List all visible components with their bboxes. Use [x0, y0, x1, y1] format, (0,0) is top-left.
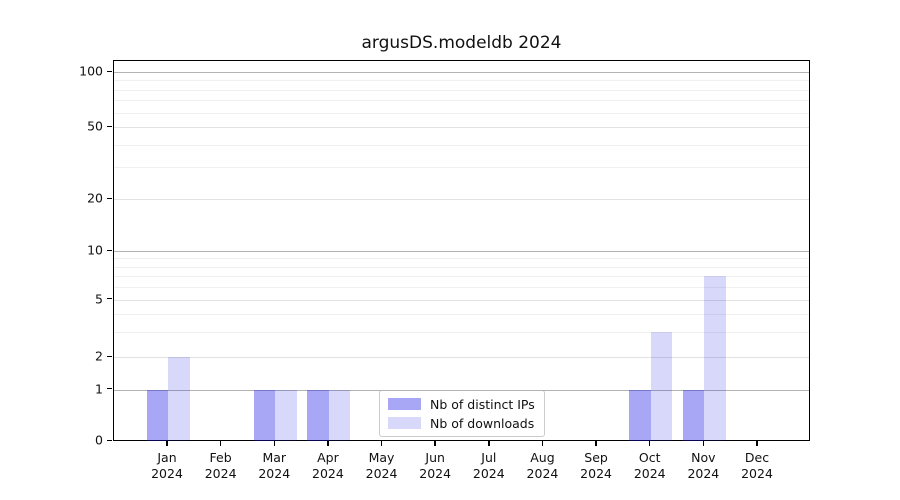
bar-downloads	[704, 275, 726, 441]
y-tick-label: 100	[79, 63, 103, 79]
y-gridline	[114, 199, 809, 200]
x-tick	[327, 441, 329, 446]
y-gridline	[114, 127, 809, 128]
bar-distinct-ips	[253, 389, 276, 441]
x-tick	[273, 441, 275, 446]
x-tick-label: Jun 2024	[419, 450, 452, 482]
legend-item-distinct-ips: Nb of distinct IPs	[388, 397, 536, 412]
x-tick-label: Aug 2024	[526, 450, 559, 482]
bar-distinct-ips	[307, 389, 329, 441]
y-gridline	[114, 299, 809, 301]
x-tick	[702, 441, 705, 446]
y-minor-gridline	[114, 112, 809, 114]
y-tick-label: 50	[87, 118, 103, 134]
y-minor-gridline	[114, 144, 809, 146]
y-minor-gridline	[114, 313, 809, 315]
y-minor-gridline	[114, 80, 809, 82]
y-tick-label: 5	[95, 291, 103, 306]
legend: Nb of distinct IPs Nb of downloads	[379, 390, 545, 437]
x-tick-label: Sep 2024	[580, 450, 612, 482]
x-tick-label: Apr 2024	[312, 450, 344, 482]
y-tick-label: 1	[95, 381, 103, 396]
y-tick	[107, 197, 112, 199]
y-gridline	[114, 72, 809, 73]
x-tick-label: Jan 2024	[151, 450, 183, 482]
legend-swatch-downloads	[388, 417, 421, 429]
y-minor-gridline	[114, 100, 809, 102]
x-tick-label: Oct 2024	[633, 450, 666, 482]
y-minor-gridline	[114, 167, 809, 169]
x-tick	[166, 441, 168, 446]
y-gridline	[114, 389, 809, 391]
bar-downloads	[328, 389, 351, 441]
y-gridline	[114, 357, 809, 358]
y-minor-gridline	[114, 331, 809, 333]
x-tick-label: Dec 2024	[741, 450, 773, 482]
bar-distinct-ips	[629, 389, 651, 441]
y-tick	[107, 355, 112, 357]
y-tick	[107, 298, 112, 300]
y-tick-label: 20	[87, 190, 103, 206]
x-tick	[541, 441, 544, 446]
x-tick	[219, 441, 222, 446]
y-tick-label: 0	[95, 432, 103, 448]
x-tick	[488, 441, 490, 446]
legend-swatch-distinct-ips	[388, 398, 421, 410]
x-tick	[595, 441, 597, 446]
x-tick	[380, 441, 383, 446]
x-axis: Jan 2024 Feb 2024 Mar 2024 Apr 2024 May 2024 Jun 20…	[113, 441, 810, 500]
plot-area: Nb of distinct IPs Nb of downloads	[113, 60, 810, 441]
x-tick	[756, 441, 758, 446]
bar-downloads	[650, 331, 673, 441]
legend-label: Nb of downloads	[430, 415, 535, 431]
y-minor-gridline	[114, 266, 809, 268]
y-tick	[107, 388, 112, 390]
y-tick	[107, 439, 112, 441]
bar-distinct-ips	[146, 389, 168, 441]
y-minor-gridline	[114, 275, 809, 277]
y-tick-label: 10	[87, 242, 103, 258]
y-tick	[107, 125, 112, 127]
x-tick	[434, 441, 436, 446]
y-minor-gridline	[114, 258, 809, 260]
y-minor-gridline	[114, 89, 809, 91]
y-minor-gridline	[114, 286, 809, 288]
y-tick	[107, 249, 112, 251]
y-axis: 0 1 2 5 10 20 50 100	[0, 60, 113, 448]
x-tick-label: Feb 2024	[204, 450, 237, 482]
x-tick-label: Nov 2024	[687, 450, 720, 482]
legend-label: Nb of distinct IPs	[430, 396, 535, 412]
x-tick-label: Mar 2024	[258, 450, 291, 482]
bar-downloads	[168, 357, 190, 441]
x-tick-label: Jul 2024	[472, 450, 505, 482]
x-tick	[649, 441, 651, 446]
chart-title: argusDS.modeldb 2024	[361, 33, 562, 53]
x-tick-label: May 2024	[365, 450, 398, 482]
bar-distinct-ips	[682, 389, 705, 441]
bar-downloads	[275, 389, 297, 441]
y-gridline	[114, 251, 809, 252]
legend-item-downloads: Nb of downloads	[388, 416, 536, 431]
y-tick-label: 2	[95, 348, 103, 364]
y-tick	[107, 70, 112, 72]
